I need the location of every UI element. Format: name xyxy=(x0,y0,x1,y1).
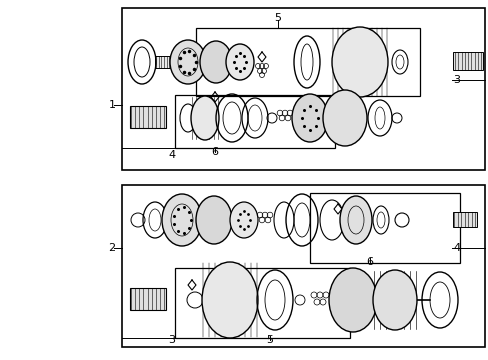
Ellipse shape xyxy=(372,270,416,330)
Text: 5: 5 xyxy=(274,13,281,23)
Bar xyxy=(452,52,482,70)
Ellipse shape xyxy=(191,96,219,140)
Ellipse shape xyxy=(339,196,371,244)
Text: 3: 3 xyxy=(452,75,460,85)
Ellipse shape xyxy=(196,196,231,244)
Ellipse shape xyxy=(225,44,253,80)
Text: 2: 2 xyxy=(108,243,115,253)
Bar xyxy=(196,28,419,96)
Ellipse shape xyxy=(291,94,327,142)
Ellipse shape xyxy=(170,40,205,84)
Text: 6: 6 xyxy=(211,147,218,157)
Text: 4: 4 xyxy=(452,243,460,253)
Text: 3: 3 xyxy=(168,335,175,345)
Ellipse shape xyxy=(162,194,202,246)
Bar xyxy=(175,95,334,148)
Ellipse shape xyxy=(331,27,387,97)
Bar xyxy=(309,193,459,263)
Bar xyxy=(130,288,165,310)
Ellipse shape xyxy=(229,202,258,238)
Bar xyxy=(130,106,165,128)
Bar xyxy=(452,212,476,227)
Text: 6: 6 xyxy=(366,257,373,267)
Bar xyxy=(122,185,484,347)
Bar xyxy=(155,56,173,68)
Ellipse shape xyxy=(202,262,258,338)
Text: 5: 5 xyxy=(266,335,273,345)
Ellipse shape xyxy=(200,41,231,83)
Ellipse shape xyxy=(323,90,366,146)
Text: 1: 1 xyxy=(108,100,115,110)
Bar xyxy=(175,268,349,338)
Text: 4: 4 xyxy=(168,150,175,160)
Bar xyxy=(122,8,484,170)
Ellipse shape xyxy=(328,268,376,332)
